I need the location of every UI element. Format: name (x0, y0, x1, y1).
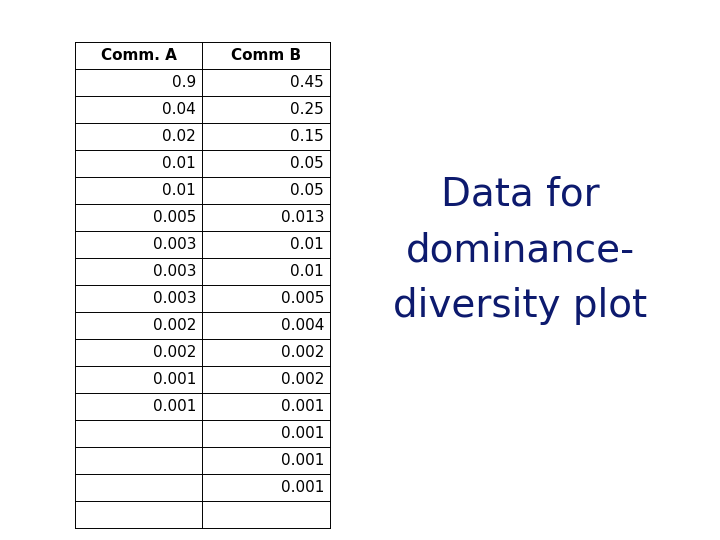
Text: 0.04: 0.04 (162, 102, 196, 117)
Text: 0.9: 0.9 (172, 75, 196, 90)
Text: 0.02: 0.02 (162, 129, 196, 144)
Text: 0.002: 0.002 (153, 345, 196, 360)
Text: 0.004: 0.004 (281, 318, 324, 333)
Text: 0.013: 0.013 (281, 210, 324, 225)
Text: 0.01: 0.01 (290, 237, 324, 252)
Text: 0.05: 0.05 (290, 156, 324, 171)
Text: 0.05: 0.05 (290, 183, 324, 198)
Text: Data for
dominance-
diversity plot: Data for dominance- diversity plot (393, 175, 647, 325)
Text: 0.001: 0.001 (281, 480, 324, 495)
Text: 0.003: 0.003 (153, 291, 196, 306)
Text: Comm B: Comm B (231, 48, 301, 63)
Text: 0.003: 0.003 (153, 237, 196, 252)
Text: 0.25: 0.25 (290, 102, 324, 117)
Text: 0.01: 0.01 (290, 264, 324, 279)
Text: 0.001: 0.001 (281, 453, 324, 468)
Text: Comm. A: Comm. A (101, 48, 176, 63)
Text: 0.005: 0.005 (153, 210, 196, 225)
Text: 0.001: 0.001 (281, 426, 324, 441)
Text: 0.003: 0.003 (153, 264, 196, 279)
Text: 0.001: 0.001 (281, 399, 324, 414)
Text: 0.15: 0.15 (290, 129, 324, 144)
Text: 0.001: 0.001 (153, 372, 196, 387)
Text: 0.002: 0.002 (281, 372, 324, 387)
Text: 0.01: 0.01 (162, 156, 196, 171)
Text: 0.002: 0.002 (153, 318, 196, 333)
Text: 0.45: 0.45 (290, 75, 324, 90)
Text: 0.005: 0.005 (281, 291, 324, 306)
Text: 0.002: 0.002 (281, 345, 324, 360)
Text: 0.001: 0.001 (153, 399, 196, 414)
Text: 0.01: 0.01 (162, 183, 196, 198)
